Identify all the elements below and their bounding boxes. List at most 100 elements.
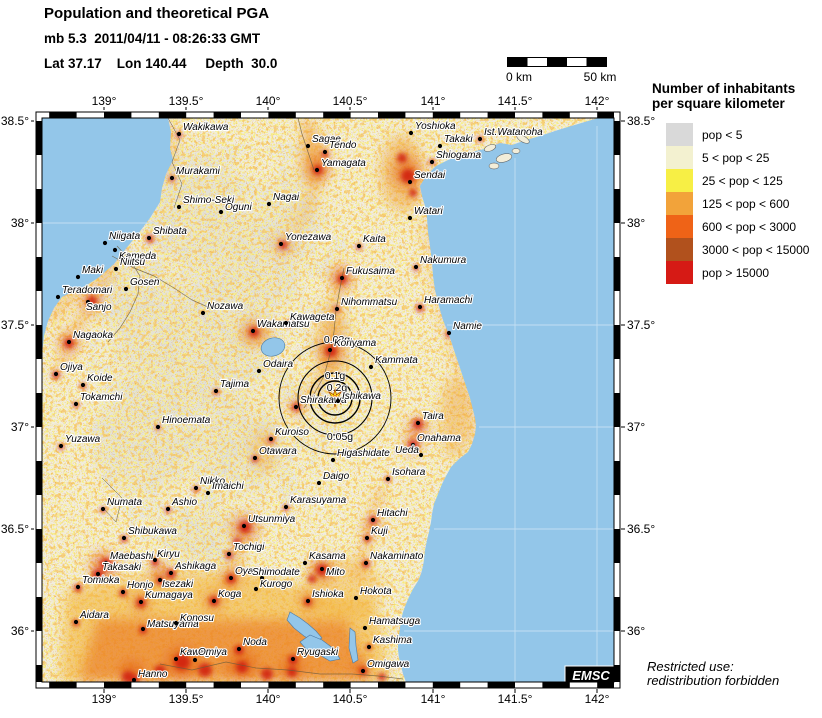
y-axis-label-left: 37° (11, 420, 29, 434)
legend-swatch (666, 238, 693, 262)
city-dot (364, 535, 370, 541)
city-label: Oguni (225, 202, 252, 213)
city-dot (446, 330, 452, 336)
city-dot (152, 557, 158, 563)
city-dot (339, 275, 345, 281)
city-label: Nikko (200, 476, 225, 487)
x-axis-label-top: 139.5° (169, 94, 204, 108)
legend-row: 25 < pop < 125 (652, 169, 820, 193)
city-label: Taira (422, 411, 444, 422)
city-label: Namie (453, 321, 482, 332)
city-dot (123, 286, 129, 292)
legend-title-line2: per square kilometer (652, 95, 785, 111)
x-axis-label-top: 140.5° (333, 94, 368, 108)
city-label: Shimodate (252, 567, 300, 578)
city-label: Watari (414, 206, 443, 217)
city-dot (305, 143, 311, 149)
city-label: Haramachi (424, 295, 473, 306)
x-axis-label-top: 141.5° (498, 94, 533, 108)
city-dot (418, 452, 424, 458)
axis-ticks: 139° 139° 139.5° 139.5° 140° 140° 140.5° 140.5°… (1, 94, 656, 706)
city-label: Nozawa (207, 301, 244, 312)
pga-contours: 0.2g0.1g 0.05g 0.03g (278, 333, 392, 455)
city-label: Onahama (417, 433, 461, 444)
city-dot (335, 398, 341, 404)
city-label: Nagai (273, 192, 300, 203)
legend-label: 25 < pop < 125 (702, 173, 783, 188)
city-label: Hanno (138, 669, 168, 680)
city-label: Shibata (153, 226, 187, 237)
legend-label: 5 < pop < 25 (702, 150, 770, 165)
city-label: Koriyama (334, 338, 377, 349)
legend-swatch (666, 261, 693, 285)
legend-label: 125 < pop < 600 (702, 196, 790, 211)
x-axis-label-top: 140° (256, 94, 281, 108)
city-dot (413, 264, 419, 270)
city-label: Hinoemata (162, 415, 211, 426)
city-dot (112, 247, 118, 253)
city-label: Ashio (171, 497, 197, 508)
city-dot (302, 560, 308, 566)
city-label: Koga (218, 589, 242, 600)
legend-row: 5 < pop < 25 (652, 146, 820, 170)
city-label: Kumagaya (145, 590, 193, 601)
city-dot (58, 443, 64, 449)
city-dot (477, 136, 483, 142)
y-axis-label-left: 37.5° (1, 318, 29, 332)
city-dot (140, 626, 146, 632)
city-dot (407, 179, 413, 185)
city-dot (319, 566, 325, 572)
pacific-ocean (398, 118, 614, 682)
emsc-logo-text: EMSC (572, 668, 610, 683)
city-label: Fukusaima (346, 266, 395, 277)
x-axis-label-bottom: 141.5° (498, 692, 533, 706)
city-dot (408, 130, 414, 136)
x-axis-label-bottom: 139° (92, 692, 117, 706)
city-label: Murakami (176, 166, 221, 177)
city-label: Odaira (263, 359, 293, 370)
legend-label: 600 < pop < 3000 (702, 219, 797, 234)
legend-row: pop < 5 (652, 123, 820, 147)
city-dot (146, 235, 152, 241)
city-label: Gosen (130, 277, 160, 288)
city-label: Shirakawa (300, 395, 347, 406)
legend-swatch (666, 123, 693, 147)
scale-bar-50km-label: 50 km (583, 70, 617, 84)
city-label: Konosu (180, 613, 214, 624)
city-label: Shiogama (436, 150, 481, 161)
sea-graticule (42, 126, 614, 682)
city-dot (314, 167, 320, 173)
lake-kitaura (348, 627, 359, 664)
city-dot (322, 149, 328, 155)
map-content: 0.2g0.1g 0.05g 0.03g Wakikawa Murakami Shimo… (42, 118, 614, 683)
legend-swatch (666, 215, 693, 239)
city-dot (73, 401, 79, 407)
city-dot (385, 476, 391, 482)
legend-label: 3000 < pop < 15000 (702, 242, 810, 257)
matsushima-islands (484, 134, 530, 170)
city-label: Ishikawa (342, 391, 381, 402)
city-dot (75, 584, 81, 590)
city-dot (368, 364, 374, 370)
city-label: Koide (87, 373, 113, 384)
restricted-use-notice: Restricted use: redistribution forbidden (647, 660, 779, 687)
city-dot (366, 644, 372, 650)
city-label: Hamatsuga (369, 616, 421, 627)
city-dot (165, 506, 171, 512)
city-label: Nagaoka (73, 330, 113, 341)
y-axis-label-right: 38° (627, 216, 645, 230)
city-dot (252, 455, 258, 461)
city-dot (283, 504, 289, 510)
city-dot (415, 420, 421, 426)
city-label: Ojiya (60, 362, 83, 373)
pga-contour-label: 0.2g (327, 382, 348, 394)
legend-label: pop > 15000 (702, 265, 770, 280)
y-axis-label-left: 36.5° (1, 522, 29, 536)
x-axis-label-bottom: 142° (585, 692, 610, 706)
x-axis-label-bottom: 140.5° (333, 692, 368, 706)
city-dot (75, 274, 81, 280)
city-label: Niigata (109, 231, 141, 242)
legend-row: 600 < pop < 3000 (652, 215, 820, 239)
